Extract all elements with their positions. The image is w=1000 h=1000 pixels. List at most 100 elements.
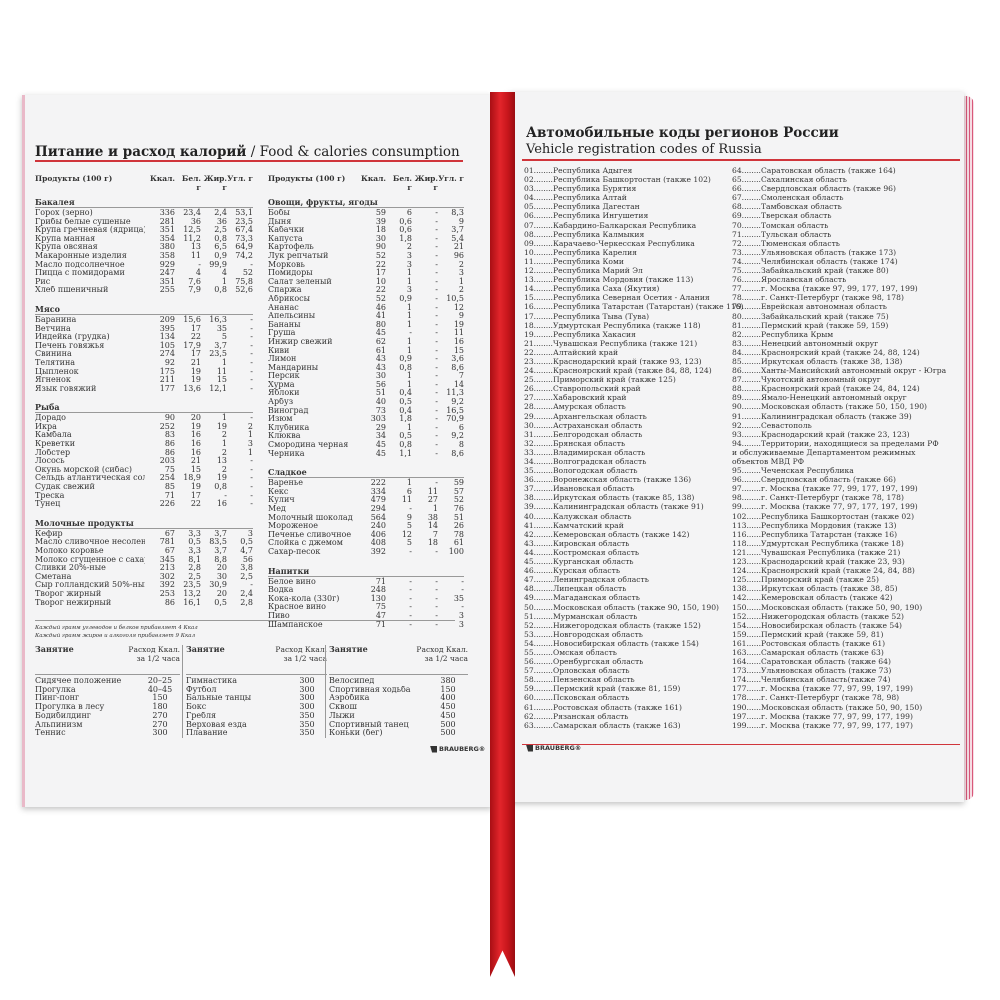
table-row: Молоко коровье 67 3,3 3,7 4,7 xyxy=(35,546,253,556)
cell: 13 xyxy=(190,242,201,252)
cell: 0,4 xyxy=(399,405,412,415)
cell: 1,8 xyxy=(399,233,412,243)
activity-row: Сквош 450 xyxy=(329,702,468,712)
activity-col-header: Занятие xyxy=(35,644,74,654)
region-code-entry: 95........Чеченская Республика xyxy=(732,466,854,476)
cell: 0,8 xyxy=(214,285,227,295)
activity-header: Занятие Расход Ккал. за 1/2 часа xyxy=(186,645,327,675)
cell: 3 xyxy=(406,259,412,269)
cell: 1,1 xyxy=(399,448,412,458)
table-row: Кефир 67 3,3 3,7 3 xyxy=(35,529,253,539)
cell: 74,2 xyxy=(235,250,253,260)
cell: 14 xyxy=(453,379,464,389)
cell: 2,8 xyxy=(240,597,253,607)
activity-row: Верховая езда 350 xyxy=(186,719,327,730)
cell: 6 xyxy=(458,422,464,432)
cell: 17 xyxy=(375,268,386,278)
cell: 52,6 xyxy=(235,285,253,295)
cell: 3,6 xyxy=(451,354,464,364)
cell: 354 xyxy=(159,233,175,243)
cell: - xyxy=(435,285,438,295)
cell: Сливки 20%-ные xyxy=(35,564,106,573)
cell: 8,6 xyxy=(451,448,464,458)
note: Каждый грамм углеводов и белков прибавля… xyxy=(35,625,198,631)
cell: 90 xyxy=(164,413,175,423)
table-row: Творог нежирный 86 16,1 0,5 2,8 xyxy=(35,597,253,608)
cell: Мандарины xyxy=(268,363,319,372)
cell: 0,5 xyxy=(214,597,227,607)
cell: Цыпленок xyxy=(35,367,79,376)
cell: 0,4 xyxy=(399,388,412,398)
cell: 479 xyxy=(370,495,386,505)
region-code-entry: 81........Пермский край (также 59, 159) xyxy=(732,320,889,330)
activity-name: Прогулка xyxy=(35,685,76,694)
table-row: Масло подсолнечное 929-99,9- xyxy=(35,260,253,270)
cell: 86 xyxy=(164,439,175,449)
table-row: Пицца с помидорами 247 4 4 52 xyxy=(35,269,253,278)
cell: - xyxy=(435,576,438,586)
activity-kcal: 300 xyxy=(299,693,315,703)
table-row: Макаронные изделия 358 11 0,9 74,2 xyxy=(35,250,253,261)
cell: 252 xyxy=(159,421,175,431)
cell: Мед xyxy=(268,505,286,513)
cell: 248 xyxy=(370,585,386,595)
table-row: Морковь 22 3 - 2 xyxy=(268,259,464,270)
cell: 0,8 xyxy=(214,482,227,492)
cell: 11 xyxy=(427,486,438,496)
activity-name: Альпинизм xyxy=(35,720,83,729)
cell: 83,5 xyxy=(209,537,227,547)
region-code-entry: 173......Ульяновская область (также 73) xyxy=(732,666,892,676)
cell: 22 xyxy=(190,332,201,342)
activity-row: Теннис 300 xyxy=(35,729,180,738)
region-code-entry: 32........Брянская область xyxy=(524,438,626,448)
cell: 351 xyxy=(159,276,175,286)
cell: 73,3 xyxy=(235,233,253,243)
cell: 13 xyxy=(216,456,227,466)
section-heading: Рыба xyxy=(35,402,253,414)
region-code-entry: 55........Омская область xyxy=(524,647,617,657)
region-code-entry: 67........Смоленская область xyxy=(732,193,844,203)
activity-row: Пинг-понг 150 xyxy=(35,694,180,703)
cell: 13,2 xyxy=(183,588,201,598)
region-code-entry: 116......Республика Татарстан (также 16) xyxy=(732,529,898,539)
cell: 71 xyxy=(164,490,175,500)
region-code-entry: 36........Воронежская область (также 136… xyxy=(524,475,692,485)
cell: 3 xyxy=(406,285,412,295)
cell: - xyxy=(250,456,253,466)
activity-kcal: 300 xyxy=(299,676,315,685)
cell: 1 xyxy=(406,276,412,286)
table-row: Мороженое 240 5 14 26 xyxy=(268,522,464,531)
cell: 222 xyxy=(370,478,386,488)
cell: Картофель xyxy=(268,243,314,252)
cell: 16 xyxy=(190,447,201,457)
table-row: Киви 61 1 - 15 xyxy=(268,346,464,356)
region-code-entry: 50........Московская область (также 90, … xyxy=(524,602,719,612)
bookmark-ribbon[interactable] xyxy=(490,92,515,977)
cell: 16 xyxy=(190,430,201,440)
activity-row: Бальные танцы 300 xyxy=(186,694,327,703)
activity-row: Футбол 300 xyxy=(186,684,327,695)
cell: 20 xyxy=(190,413,201,423)
cell: Сельдь атлантическая соленая xyxy=(35,474,145,483)
brauberg-logo: BRAUBERG® xyxy=(526,744,581,752)
cell: Варенье xyxy=(268,479,303,488)
activity-kcal: 350 xyxy=(299,719,315,729)
cell: Сыр голландский 50%-ный xyxy=(35,581,145,590)
activity-kcal: 300 xyxy=(299,684,315,694)
region-code-entry: 174......Челябинская область(также 74) xyxy=(732,675,891,685)
table-row: Молочный шоколад 564 9 38 51 xyxy=(268,513,464,523)
cell: Капуста xyxy=(268,234,303,243)
cell: - xyxy=(461,585,464,595)
cell: 8 xyxy=(458,440,464,450)
cell: 15,6 xyxy=(183,314,201,324)
table-row: Сметана 302 2,5 30 2,5 xyxy=(35,572,253,582)
region-code-entry: 15........Республика Северная Осетия - А… xyxy=(524,293,710,303)
table-row: Арбуз 40 0,5 - 9,2 xyxy=(268,397,464,407)
table-row: Инжир свежий 62 1 - 16 xyxy=(268,337,464,347)
section-heading: Молочные продукты xyxy=(35,518,253,529)
cell: 255 xyxy=(159,285,175,295)
cell: Крупа гречневая (ядрица) xyxy=(35,226,145,235)
cell: 1 xyxy=(247,447,253,457)
activity-row: Велосипед 380 xyxy=(329,676,468,686)
cell: 36 xyxy=(190,216,201,226)
